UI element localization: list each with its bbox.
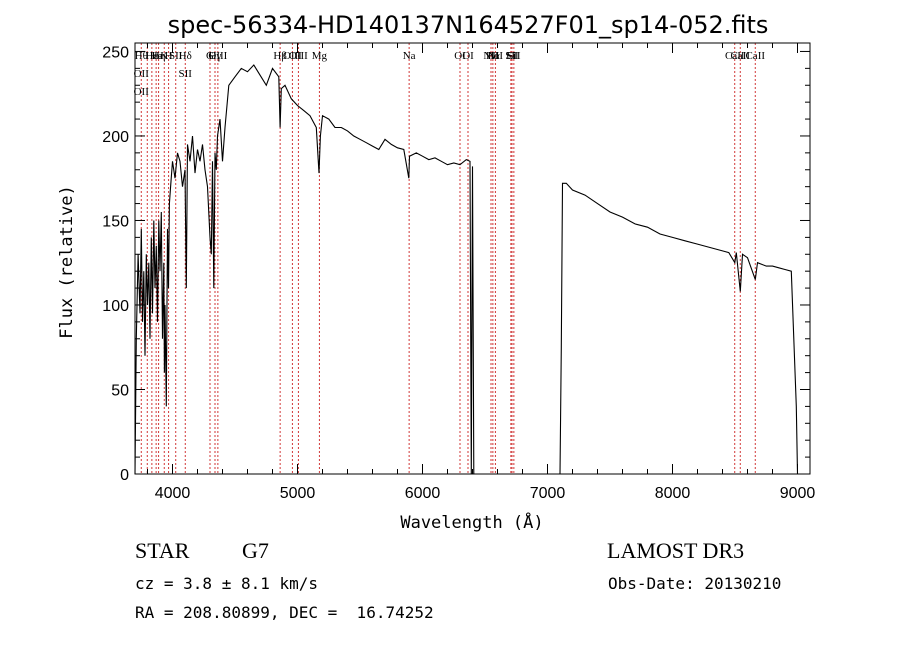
line-label: Hγ xyxy=(209,50,222,62)
line-label: He xyxy=(150,50,163,62)
y-tick-label: 50 xyxy=(111,382,129,399)
y-axis-label: Flux (relative) xyxy=(57,185,77,339)
line-label: Hβ xyxy=(273,50,287,62)
line-label: SII xyxy=(507,50,521,62)
line-label: CaII xyxy=(745,50,765,62)
line-label: Li xyxy=(506,50,516,62)
x-tick-label: 7000 xyxy=(530,485,566,502)
spectral-line-markers xyxy=(140,43,756,474)
x-tick-label: 4000 xyxy=(155,485,191,502)
line-label: OII xyxy=(134,86,150,98)
object-class: STAR xyxy=(135,538,190,563)
line-label: OII xyxy=(134,68,150,80)
line-label: OIII xyxy=(289,50,308,62)
line-label: OIII xyxy=(208,50,227,62)
y-axis-ticks: 0 50 100 150 200 250 xyxy=(102,44,810,484)
spectrum-line xyxy=(134,64,799,475)
line-label: SII xyxy=(505,50,519,62)
line-label: Na xyxy=(403,50,416,62)
line-label: Hδ xyxy=(179,50,192,62)
x-tick-label: 6000 xyxy=(405,485,441,502)
line-label: G xyxy=(206,50,214,62)
chart-title: spec-56334-HD140137N164527F01_sp14-052.f… xyxy=(168,11,769,39)
y-tick-label: 200 xyxy=(102,129,129,146)
line-label: Hα xyxy=(486,50,500,62)
line-label: OI xyxy=(462,50,474,62)
line-label: NII xyxy=(488,50,504,62)
x-tick-label: 9000 xyxy=(780,485,816,502)
observation-date: Obs-Date: 20130210 xyxy=(608,574,782,593)
redshift-velocity: cz = 3.8 ± 8.1 km/s xyxy=(135,574,319,593)
coordinates: RA = 208.80899, DEC = 16.74252 xyxy=(135,603,434,622)
line-label: H xyxy=(165,50,173,62)
line-label: Hε xyxy=(146,50,159,62)
line-label: Hη xyxy=(152,50,166,62)
line-label: K xyxy=(160,50,168,62)
x-axis-ticks: 4000 5000 6000 7000 8000 9000 xyxy=(147,43,816,502)
y-tick-label: 150 xyxy=(102,213,129,230)
survey-name: LAMOST DR3 xyxy=(607,538,745,563)
line-label: NII xyxy=(483,50,499,62)
y-tick-label: 100 xyxy=(102,298,129,315)
x-axis-label: Wavelength (Å) xyxy=(400,511,543,533)
line-label: CaII xyxy=(730,50,750,62)
y-tick-label: 0 xyxy=(120,467,129,484)
y-tick-label: 250 xyxy=(102,44,129,61)
line-label: Hθ xyxy=(135,50,148,62)
object-subclass: G7 xyxy=(242,538,269,563)
line-label: Mg xyxy=(312,50,328,62)
x-tick-label: 8000 xyxy=(655,485,691,502)
line-label: OI xyxy=(454,50,466,62)
line-label: SII xyxy=(179,68,193,80)
x-tick-label: 5000 xyxy=(280,485,316,502)
line-label: CaII xyxy=(725,50,745,62)
